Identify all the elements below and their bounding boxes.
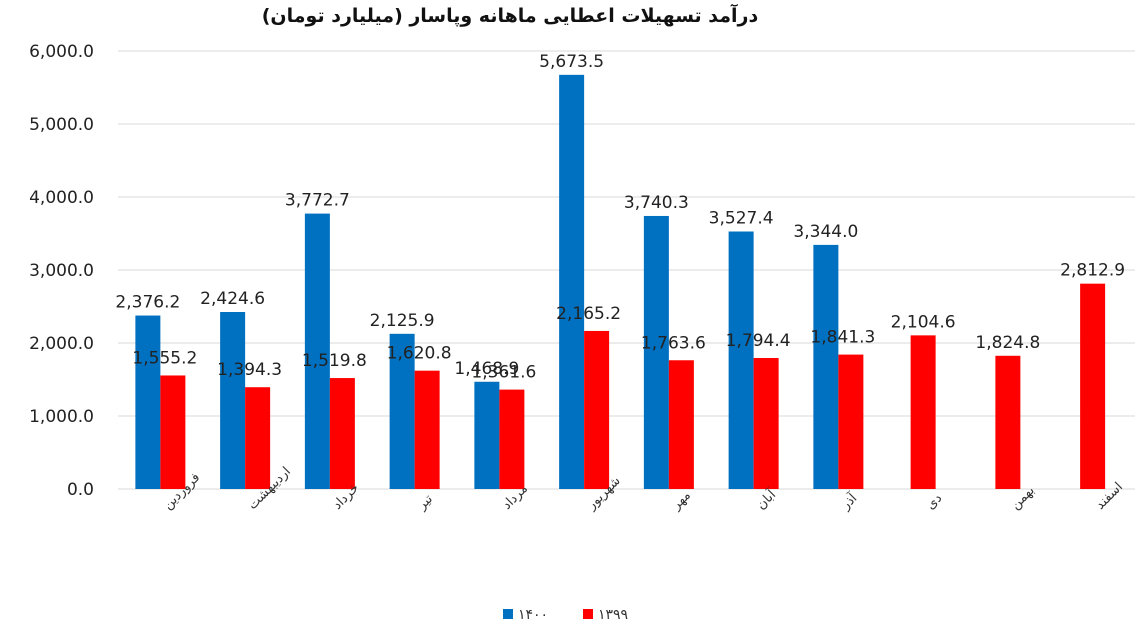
bars	[135, 74, 1106, 489]
bar-1400	[643, 215, 669, 489]
y-axis-ticks: 0.0 1,000.0 2,000.0 3,000.0 4,000.0 5,000.0 6,…	[29, 42, 94, 500]
bar-1399	[584, 330, 610, 489]
legend-swatch	[583, 609, 593, 619]
legend-label: ۱۳۹۹	[598, 607, 628, 623]
data-label: 2,165.2	[556, 304, 621, 324]
data-label: 2,104.6	[891, 312, 956, 332]
data-label: 3,527.4	[709, 208, 774, 228]
legend-swatch	[503, 609, 513, 619]
bar-1400	[813, 244, 839, 489]
bar-1400	[728, 231, 754, 489]
bar-1399	[329, 378, 355, 489]
data-labels: 2,376.2 1,555.2 2,424.6 1,394.3 3,772.7 1,519…	[115, 52, 1125, 383]
bar-1399	[245, 387, 271, 489]
data-label: 1,620.8	[387, 344, 452, 364]
bar-1399	[1080, 283, 1106, 489]
bar-1400	[474, 381, 500, 489]
data-label: 1,519.8	[302, 351, 367, 371]
bar-1399	[668, 360, 694, 489]
bar-1400	[304, 213, 330, 489]
bar-1399	[499, 389, 525, 489]
y-tick-label: 4,000.0	[29, 188, 94, 208]
data-label: 1,763.6	[641, 333, 706, 353]
bar-1399	[995, 355, 1021, 489]
data-label: 5,673.5	[539, 52, 604, 72]
y-tick-label: 3,000.0	[29, 261, 94, 281]
data-label: 2,812.9	[1060, 261, 1125, 281]
bar-1399	[910, 335, 936, 489]
data-label: 1,824.8	[975, 333, 1040, 353]
x-tick-label: آذر	[836, 489, 861, 514]
data-label: 3,772.7	[285, 191, 350, 211]
data-label: 1,841.3	[810, 328, 875, 348]
bar-1399	[838, 354, 864, 489]
x-tick-label: مهر	[668, 488, 694, 514]
gridlines	[118, 50, 1135, 490]
y-tick-label: 0.0	[67, 480, 94, 500]
bar-1400	[389, 333, 415, 489]
data-label: 2,424.6	[200, 289, 265, 309]
data-label: 1,361.6	[471, 363, 536, 383]
data-label: 2,376.2	[115, 293, 180, 313]
data-label: 1,394.3	[217, 360, 282, 380]
y-tick-label: 6,000.0	[29, 42, 94, 62]
y-tick-label: 5,000.0	[29, 115, 94, 135]
x-tick-label: تیر	[414, 492, 436, 514]
data-label: 1,555.2	[132, 348, 197, 368]
x-tick-label: دی	[923, 491, 945, 513]
data-label: 1,468.9	[454, 359, 519, 379]
y-tick-label: 1,000.0	[29, 407, 94, 427]
legend-label: ۱۴۰۰	[518, 607, 548, 623]
bar-1399	[160, 375, 186, 489]
bar-1400	[220, 312, 246, 489]
y-tick-label: 2,000.0	[29, 334, 94, 354]
chart-title: درآمد تسهیلات اعطایی ماهانه وپاسار (میلی…	[262, 3, 759, 27]
data-label: 1,794.4	[726, 331, 791, 351]
bar-1400	[135, 315, 161, 489]
bar-1400	[559, 74, 585, 489]
bar-1399	[753, 358, 779, 489]
data-label: 2,125.9	[370, 311, 435, 331]
legend: ۱۴۰۰ ۱۳۹۹	[503, 607, 628, 623]
data-label: 3,344.0	[793, 222, 858, 242]
data-label: 3,740.3	[624, 193, 689, 213]
bar-1399	[414, 370, 440, 489]
